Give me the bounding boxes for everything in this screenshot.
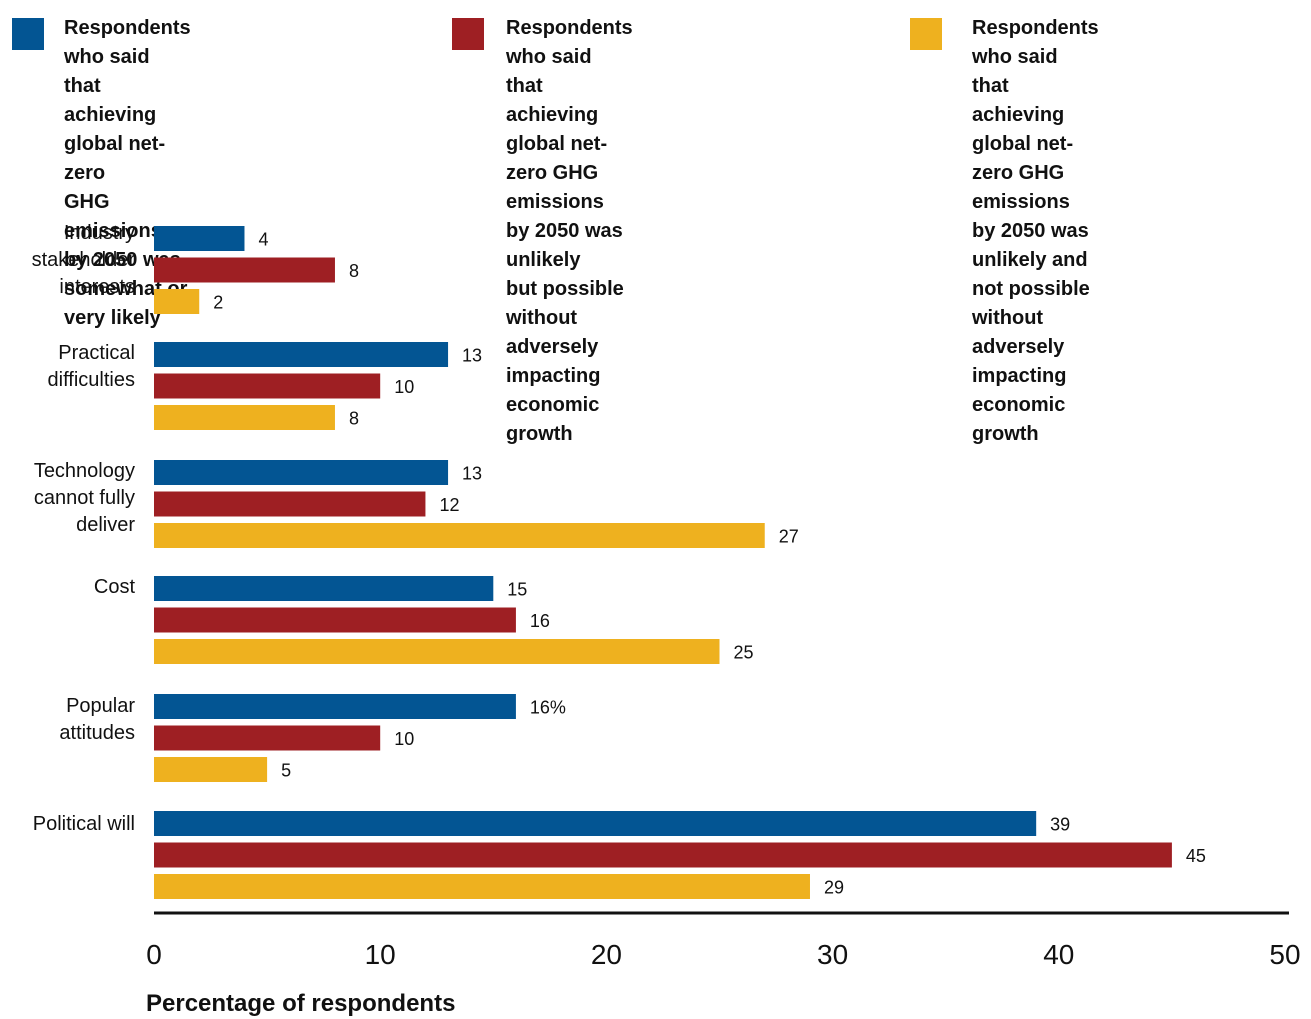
data-label-cost-unlikely-not-possible: 25 xyxy=(734,643,754,663)
data-label-industry-likely: 4 xyxy=(258,230,268,250)
data-label-political-likely: 39 xyxy=(1050,815,1070,835)
category-label-popular: Popular attitudes xyxy=(59,695,135,744)
category-label-political: Political will xyxy=(32,813,135,835)
bar-industry-unlikely-not-possible xyxy=(154,289,200,314)
data-label-political-unlikely-not-possible: 29 xyxy=(824,878,844,898)
bar-cost-unlikely-possible xyxy=(154,607,516,633)
category-label-technology: Technology cannot fully deliver xyxy=(33,460,135,536)
category-label-industry: Industry stakeholder interests xyxy=(31,222,135,298)
bar-industry-unlikely-possible xyxy=(154,257,335,283)
bar-technology-unlikely-not-possible xyxy=(154,523,765,548)
legend: Respondents who said that achieving glob… xyxy=(0,0,1311,445)
data-label-technology-likely: 13 xyxy=(462,464,482,484)
data-label-practical-unlikely-possible: 10 xyxy=(394,377,414,397)
bar-political-unlikely-not-possible xyxy=(154,874,810,899)
bar-industry-likely xyxy=(154,226,245,251)
data-label-industry-unlikely-not-possible: 2 xyxy=(213,293,223,313)
data-label-practical-likely: 13 xyxy=(462,346,482,366)
data-label-technology-unlikely-possible: 12 xyxy=(439,495,459,515)
x-tick-label-50: 50 xyxy=(1269,939,1300,970)
data-label-popular-likely: 16% xyxy=(530,698,566,718)
bar-practical-unlikely-not-possible xyxy=(154,405,335,430)
category-label-practical: Practical difficulties xyxy=(47,342,135,391)
legend-swatch-red xyxy=(452,18,484,50)
bar-practical-likely xyxy=(154,342,449,367)
legend-swatch-blue xyxy=(12,18,44,50)
bar-political-likely xyxy=(154,811,1037,836)
data-label-cost-likely: 15 xyxy=(507,580,527,600)
bar-popular-likely xyxy=(154,694,516,719)
bar-cost-unlikely-not-possible xyxy=(154,639,720,664)
data-label-technology-unlikely-not-possible: 27 xyxy=(779,527,799,547)
x-tick-label-10: 10 xyxy=(365,939,396,970)
x-tick-label-40: 40 xyxy=(1043,939,1074,970)
bar-cost-likely xyxy=(154,576,494,601)
legend-label-unlikely-possible: Respondents who said that achieving glob… xyxy=(506,17,633,445)
data-label-practical-unlikely-not-possible: 8 xyxy=(349,409,359,429)
category-label-cost: Cost xyxy=(93,576,135,598)
bar-technology-likely xyxy=(154,460,449,485)
legend-label-unlikely-not-possible: Respondents who said that achieving glob… xyxy=(972,17,1099,445)
data-label-industry-unlikely-possible: 8 xyxy=(349,261,359,281)
data-label-cost-unlikely-possible: 16 xyxy=(530,611,550,631)
x-tick-label-0: 0 xyxy=(146,939,162,970)
data-label-popular-unlikely-possible: 10 xyxy=(394,729,414,749)
x-tick-label-30: 30 xyxy=(817,939,848,970)
x-tick-label-20: 20 xyxy=(591,939,622,970)
bar-practical-unlikely-possible xyxy=(154,373,381,399)
legend-swatch-yellow xyxy=(910,18,942,50)
bar-technology-unlikely-possible xyxy=(154,491,426,517)
bar-popular-unlikely-possible xyxy=(154,725,381,751)
bar-political-unlikely-possible xyxy=(154,842,1172,868)
x-axis-label: Percentage of respondents xyxy=(146,990,456,1017)
data-label-political-unlikely-possible: 45 xyxy=(1186,846,1206,866)
data-label-popular-unlikely-not-possible: 5 xyxy=(281,761,291,781)
bar-popular-unlikely-not-possible xyxy=(154,757,268,782)
